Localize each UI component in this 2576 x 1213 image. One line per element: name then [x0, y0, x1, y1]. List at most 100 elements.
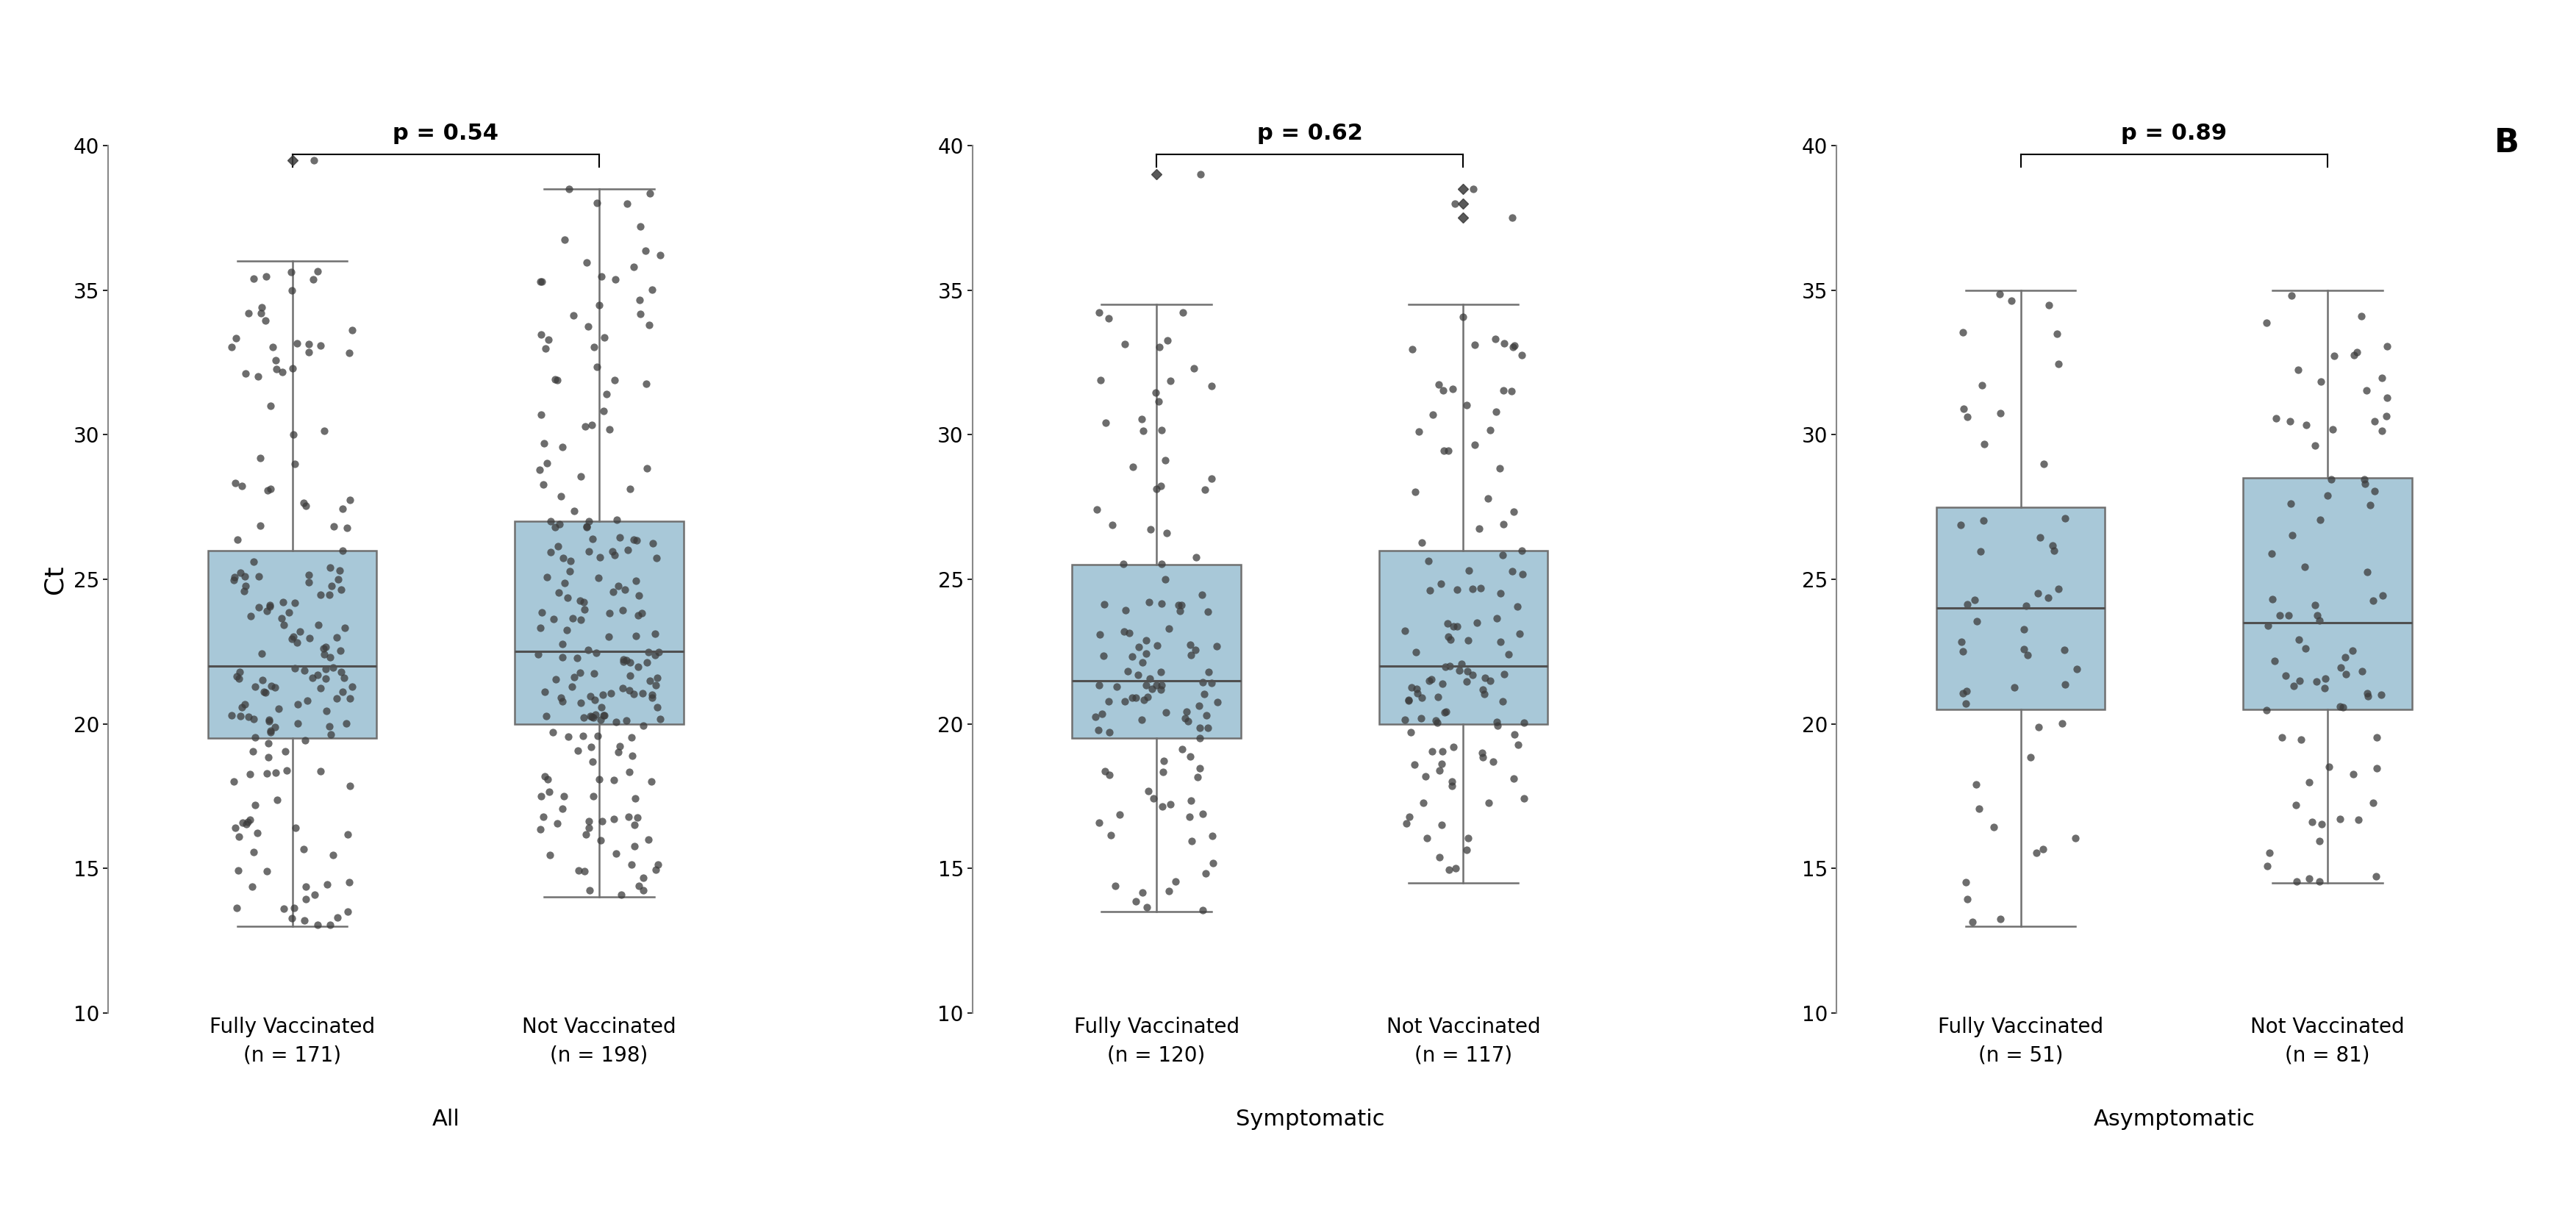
- Point: [1412, 670, 1453, 689]
- Point: [229, 764, 270, 784]
- Point: [636, 860, 677, 879]
- Point: [1141, 763, 1182, 782]
- Point: [1128, 668, 1170, 688]
- Text: p = 0.89: p = 0.89: [2120, 123, 2228, 144]
- Point: [227, 707, 268, 727]
- Point: [639, 245, 680, 264]
- Point: [219, 827, 260, 847]
- Point: [2022, 454, 2063, 473]
- Point: [1118, 666, 1159, 685]
- Point: [2262, 728, 2303, 747]
- Point: [325, 617, 366, 637]
- Point: [544, 573, 585, 592]
- Point: [2331, 640, 2372, 660]
- Point: [580, 711, 621, 730]
- Point: [286, 877, 327, 896]
- Point: [242, 671, 283, 690]
- Point: [520, 325, 562, 344]
- Point: [245, 602, 286, 621]
- Point: [299, 615, 340, 634]
- Point: [549, 562, 590, 581]
- Point: [1074, 707, 1115, 727]
- Point: [629, 671, 670, 690]
- Point: [621, 604, 662, 623]
- Point: [1139, 392, 1180, 411]
- Point: [317, 627, 358, 647]
- Point: [1170, 645, 1211, 665]
- Point: [1113, 457, 1154, 477]
- Point: [263, 592, 304, 611]
- Point: [2360, 684, 2401, 704]
- Point: [250, 479, 291, 499]
- Point: [1146, 524, 1188, 543]
- Point: [580, 295, 621, 314]
- Point: [618, 876, 659, 895]
- Point: [1427, 627, 1468, 647]
- Point: [1167, 702, 1208, 722]
- Point: [330, 872, 371, 892]
- Point: [1082, 645, 1123, 665]
- Point: [2354, 411, 2396, 431]
- Point: [582, 706, 623, 725]
- Point: [1167, 711, 1208, 730]
- Bar: [1378, 551, 1548, 724]
- Point: [2269, 494, 2311, 513]
- Point: [1973, 818, 2014, 837]
- Point: [2246, 856, 2287, 876]
- Point: [569, 811, 611, 831]
- Point: [1097, 677, 1139, 696]
- Point: [526, 454, 567, 473]
- Point: [1461, 579, 1502, 598]
- Point: [1430, 630, 1471, 649]
- Point: [600, 885, 641, 905]
- Point: [237, 824, 278, 843]
- Point: [1960, 375, 2002, 394]
- Point: [1162, 596, 1203, 615]
- Point: [538, 536, 580, 556]
- Point: [1978, 285, 2020, 304]
- Point: [2027, 588, 2069, 608]
- Bar: [1937, 507, 2105, 710]
- Point: [611, 666, 652, 685]
- Point: [250, 721, 291, 740]
- Point: [265, 761, 307, 780]
- Point: [232, 710, 273, 729]
- Point: [1443, 307, 1484, 326]
- Point: [582, 685, 623, 705]
- Point: [1195, 693, 1236, 712]
- Point: [1110, 688, 1151, 707]
- Point: [1942, 323, 1984, 342]
- Point: [283, 730, 325, 750]
- Point: [2249, 843, 2290, 862]
- Point: [222, 697, 263, 717]
- Point: [1170, 747, 1211, 767]
- Point: [222, 477, 263, 496]
- Point: [263, 899, 304, 918]
- Point: [325, 668, 366, 688]
- Point: [608, 762, 649, 781]
- Point: [258, 699, 299, 718]
- Point: [273, 899, 314, 918]
- Point: [216, 667, 258, 687]
- Point: [296, 261, 337, 280]
- Point: [2017, 583, 2058, 603]
- Point: [1481, 691, 1522, 711]
- Point: [330, 689, 371, 708]
- Point: [1502, 346, 1543, 365]
- Point: [319, 580, 361, 599]
- Point: [1425, 657, 1466, 677]
- Point: [626, 459, 667, 478]
- Point: [2269, 286, 2311, 306]
- Point: [1180, 718, 1221, 738]
- Point: [219, 662, 260, 682]
- Point: [1479, 459, 1520, 478]
- Point: [1090, 826, 1131, 845]
- Bar: [209, 551, 376, 739]
- Point: [299, 336, 340, 355]
- Point: [2354, 867, 2396, 887]
- Point: [2032, 541, 2074, 560]
- Point: [304, 668, 345, 688]
- Point: [526, 706, 567, 725]
- Point: [526, 682, 567, 701]
- Point: [1502, 564, 1543, 583]
